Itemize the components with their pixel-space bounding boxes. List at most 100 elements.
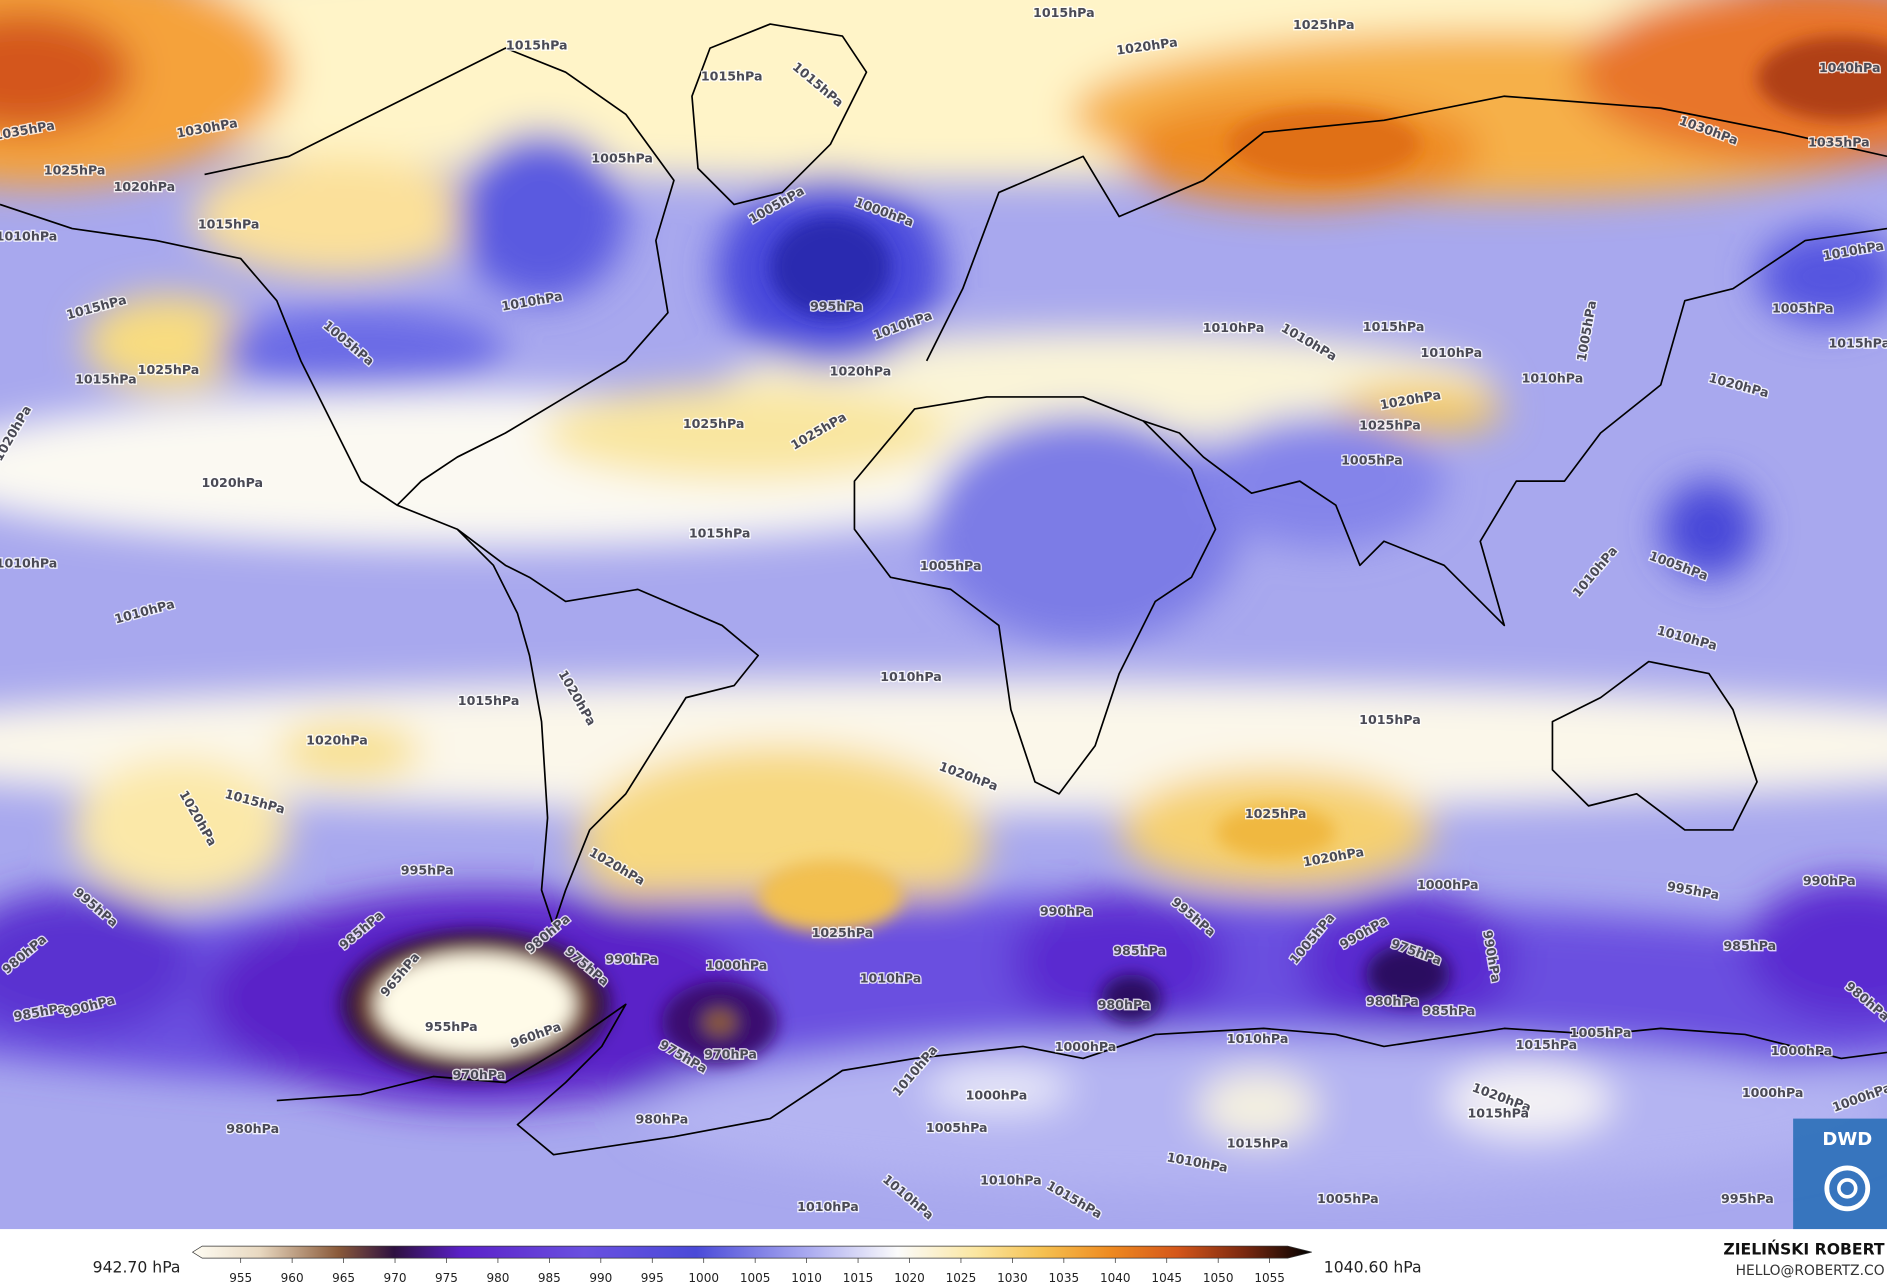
isobar-label: 995hPa: [1721, 1191, 1774, 1206]
isobar-label: 970hPa: [453, 1067, 506, 1082]
isobar-label: 985hPa: [1113, 943, 1166, 958]
isobar-label: 980hPa: [635, 1111, 688, 1126]
isobar-label: 980hPa: [1098, 997, 1151, 1012]
isobar-label: 1005hPa: [591, 150, 653, 165]
isobar-label: 1015hPa: [701, 69, 763, 84]
isobar-label: 1035hPa: [1808, 135, 1870, 150]
coastlines: [0, 23, 1887, 1156]
pressure-core: [1227, 108, 1421, 181]
pressure-core: [1215, 805, 1336, 859]
isobar-label: 1000hPa: [706, 957, 768, 972]
isobar-label: 1025hPa: [1293, 17, 1355, 32]
pressure-area: [1757, 228, 1887, 325]
isobar-label: 1005hPa: [1772, 301, 1834, 316]
pressure-core: [1365, 944, 1451, 1005]
isobar-label: 995hPa: [810, 298, 863, 313]
colorbar-tick-label: 990: [589, 1271, 612, 1285]
pressure-area: [926, 414, 1240, 644]
colorbar-tick-label: 960: [281, 1271, 304, 1285]
isobar-label: 1010hPa: [860, 971, 922, 986]
colorbar-max: 1040.60 hPa: [1324, 1258, 1422, 1277]
colorbar-tick-label: 955: [229, 1271, 252, 1285]
pressure-area: [926, 1064, 1072, 1113]
isobar-label: 1005hPa: [1317, 1191, 1379, 1206]
isobar-label: 1010hPa: [1421, 345, 1483, 360]
isobar-label: 1015hPa: [198, 217, 260, 232]
pressure-core: [770, 216, 891, 318]
pressure-core: [1757, 36, 1887, 121]
pressure-area: [0, 12, 133, 133]
isobar-label: 1000hPa: [966, 1087, 1028, 1102]
pressure-area: [276, 721, 422, 782]
isobar-label: 1015hPa: [1467, 1105, 1529, 1120]
isobar-label: 1005hPa: [926, 1120, 988, 1135]
pressure-area: [541, 384, 951, 482]
pressure-area: [216, 306, 506, 391]
isobar-label: 990hPa: [1803, 873, 1856, 888]
logo-text: DWD: [1822, 1129, 1872, 1150]
eurasia: [925, 95, 1887, 627]
australia: [1551, 660, 1758, 831]
pressure-area: [1660, 481, 1758, 578]
colorbar-tick-label: 1030: [997, 1271, 1028, 1285]
colorbar-tick-label: 1025: [946, 1271, 977, 1285]
colorbar-tick-label: 1050: [1203, 1271, 1234, 1285]
colorbar-tick-label: 1010: [791, 1271, 822, 1285]
isobar-label: 1005hPa: [1341, 452, 1403, 467]
isobar-label: 1015hPa: [1033, 5, 1095, 20]
pressure-core: [1101, 974, 1162, 1023]
colorbar-tick-label: 1015: [843, 1271, 874, 1285]
pressure-core: [376, 953, 575, 1055]
pressure-area: [84, 294, 253, 391]
colorbar: [191, 1245, 1312, 1259]
isobar-label: 1040hPa: [1819, 60, 1881, 75]
isobar-label: 1020hPa: [306, 733, 368, 748]
pressure-area: [0, 890, 193, 1035]
isobar-label: 990hPa: [605, 951, 658, 966]
isobar-label: 1025hPa: [812, 925, 874, 940]
credit-author: ZIELIŃSKI ROBERT: [1723, 1240, 1885, 1259]
isobar-label: 1020hPa: [114, 179, 176, 194]
isobar-label: 1010hPa: [0, 229, 57, 244]
logo: DWD: [1793, 1118, 1887, 1230]
isobar-label: 1000hPa: [1771, 1043, 1833, 1058]
isobar-label: 995hPa: [401, 862, 454, 877]
isobar-label: 1015hPa: [1516, 1037, 1578, 1052]
pressure-area: [1197, 1070, 1318, 1143]
isobar-label: 1015hPa: [689, 526, 751, 541]
isobar-label: 1015hPa: [1359, 712, 1421, 727]
pressure-core: [702, 1009, 737, 1036]
colorbar-tick-label: 970: [384, 1271, 407, 1285]
isobar-label: 1015hPa: [1363, 319, 1425, 334]
isobar-label: 1015hPa: [75, 372, 137, 387]
americas: [0, 47, 760, 928]
credit-email: HELLO@ROBERTZ.CO: [1736, 1263, 1885, 1279]
greenland: [691, 23, 868, 206]
pressure-area: [1444, 1064, 1613, 1137]
colorbar-tick-label: 1000: [688, 1271, 719, 1285]
isobar-label: 985hPa: [1423, 1003, 1476, 1018]
pressure-area: [192, 156, 482, 277]
isobar-label: 1010hPa: [1522, 370, 1584, 385]
isobar-label: 1025hPa: [138, 362, 200, 377]
colorbar-tick-label: 1040: [1100, 1271, 1131, 1285]
colorbar-tick-label: 1005: [740, 1271, 771, 1285]
pressure-area: [1203, 414, 1445, 548]
isobar-label: 1000hPa: [1055, 1039, 1117, 1054]
isobar-label: 1010hPa: [797, 1199, 859, 1214]
isobar-label: 1015hPa: [1829, 336, 1887, 351]
pressure-area: [0, 679, 1887, 812]
isobar-label: 980hPa: [1366, 994, 1419, 1009]
isobar-label: 1025hPa: [683, 416, 745, 431]
pressure-area: [457, 132, 626, 301]
antarctica: [276, 1003, 1887, 1156]
isobar-label: 1015hPa: [1227, 1135, 1289, 1150]
isobar-label: 1000hPa: [1742, 1085, 1804, 1100]
colorbar-tick-label: 965: [332, 1271, 355, 1285]
pressure-core: [758, 860, 903, 933]
isobar-label: 1010hPa: [980, 1173, 1042, 1188]
isobar-label: 1020hPa: [201, 475, 263, 490]
isobar-label: 1025hPa: [1245, 806, 1307, 821]
